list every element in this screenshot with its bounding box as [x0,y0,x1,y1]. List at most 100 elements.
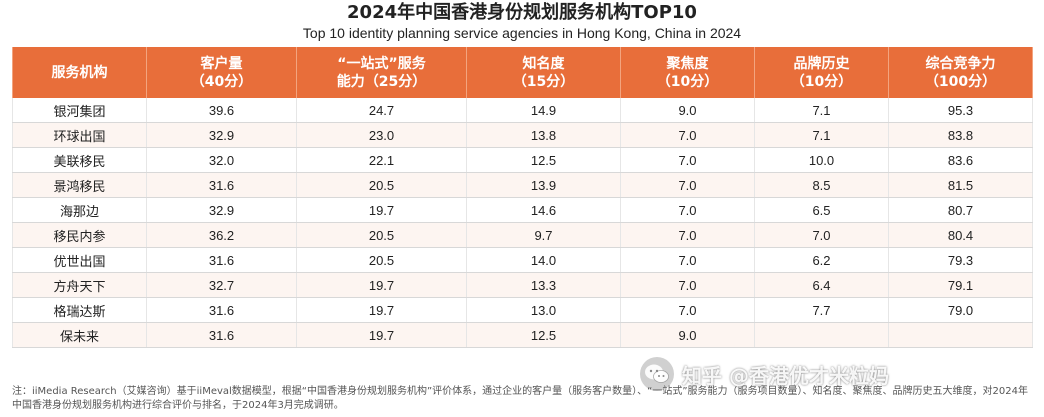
score-cell: 7.0 [620,247,755,273]
score-cell: 80.7 [888,197,1033,223]
column-header-subtitle: 能力（25分） [336,73,427,90]
table-row: 环球出国 32.9 23.0 13.8 7.0 7.1 83.8 [12,122,1033,148]
score-cell: 13.8 [466,122,621,148]
score-cell: 9.7 [466,222,621,248]
table-row: 银河集团 39.6 24.7 14.9 9.0 7.1 95.3 [12,98,1033,123]
score-cell: 79.1 [888,272,1033,298]
agency-name-cell: 景鸿移民 [12,172,147,198]
score-cell: 95.3 [888,98,1033,123]
agency-name-cell: 美联移民 [12,147,147,173]
score-cell: 7.0 [620,147,755,173]
score-cell: 7.1 [754,122,889,148]
column-header-subtitle: （10分） [790,73,853,90]
chart-subtitle: Top 10 identity planning service agencie… [302,25,742,41]
column-header-title: 服务机构 [51,64,108,81]
score-cell: 14.9 [466,98,621,123]
table-row: 优世出国 31.6 20.5 14.0 7.0 6.2 79.3 [12,247,1033,273]
score-cell: 7.0 [620,272,755,298]
score-cell: 20.5 [296,172,467,198]
score-cell: 31.6 [146,297,297,323]
score-cell: 81.5 [888,172,1033,198]
score-cell: 12.5 [466,322,621,348]
column-header-title: 聚焦度 [666,55,709,72]
column-header-title: 客户量 [200,55,243,72]
score-cell: 19.7 [296,322,467,348]
watermark: 知乎 @香港优才米粒妈 [640,357,889,391]
agency-name-cell: 移民内参 [12,222,147,248]
score-cell: 83.8 [888,122,1033,148]
score-cell [754,322,889,348]
score-cell: 6.5 [754,197,889,223]
score-cell: 14.0 [466,247,621,273]
score-cell: 31.6 [146,322,297,348]
ranking-table: 服务机构 客户量 （40分） “一站式”服务 能力（25分） 知名度 （15分） 聚焦度 （10… [12,47,1033,348]
agency-name-cell: 优世出国 [12,247,147,273]
score-cell: 39.6 [146,98,297,123]
score-cell: 7.0 [620,197,755,223]
table-row: 方舟天下 32.7 19.7 13.3 7.0 6.4 79.1 [12,272,1033,298]
table-row: 景鸿移民 31.6 20.5 13.9 7.0 8.5 81.5 [12,172,1033,198]
score-cell: 7.1 [754,98,889,123]
table-row: 移民内参 36.2 20.5 9.7 7.0 7.0 80.4 [12,222,1033,248]
column-header: “一站式”服务 能力（25分） [296,47,467,98]
score-cell [888,322,1033,348]
score-cell: 7.0 [754,222,889,248]
score-cell: 9.0 [620,322,755,348]
score-cell: 7.7 [754,297,889,323]
wechat-icon [640,357,674,391]
score-cell: 19.7 [296,197,467,223]
score-cell: 6.2 [754,247,889,273]
watermark-text: 知乎 @香港优才米粒妈 [682,363,889,388]
column-header: 客户量 （40分） [146,47,297,98]
score-cell: 8.5 [754,172,889,198]
score-cell: 10.0 [754,147,889,173]
score-cell: 22.1 [296,147,467,173]
score-cell: 36.2 [146,222,297,248]
agency-name-cell: 格瑞达斯 [12,297,147,323]
table-row: 海那边 32.9 19.7 14.6 7.0 6.5 80.7 [12,197,1033,223]
agency-name-cell: 环球出国 [12,122,147,148]
score-cell: 83.6 [888,147,1033,173]
table-row: 格瑞达斯 31.6 19.7 13.0 7.0 7.7 79.0 [12,297,1033,323]
table-body: 银河集团 39.6 24.7 14.9 9.0 7.1 95.3 环球出国 32.9 23.0 13… [12,98,1033,348]
score-cell: 80.4 [888,222,1033,248]
score-cell: 7.0 [620,297,755,323]
score-cell: 31.6 [146,172,297,198]
column-header-subtitle: （15分） [512,73,575,90]
column-header: 聚焦度 （10分） [620,47,755,98]
score-cell: 13.0 [466,297,621,323]
score-cell: 32.9 [146,197,297,223]
score-cell: 13.3 [466,272,621,298]
table-header-row: 服务机构 客户量 （40分） “一站式”服务 能力（25分） 知名度 （15分） 聚焦度 （10… [12,47,1033,98]
chart-title: 2024年中国香港身份规划服务机构TOP10 [347,2,697,23]
column-header-title: “一站式”服务 [337,55,426,72]
agency-name-cell: 银河集团 [12,98,147,123]
score-cell: 7.0 [620,172,755,198]
column-header-subtitle: （10分） [656,73,719,90]
footnote: 注：iiMedia Research（艾媒咨询）基于iiMeval数据模型，根据… [12,386,1028,411]
score-cell: 23.0 [296,122,467,148]
column-header: 知名度 （15分） [466,47,621,98]
score-cell: 79.3 [888,247,1033,273]
score-cell: 32.9 [146,122,297,148]
column-header-title: 知名度 [522,55,565,72]
score-cell: 6.4 [754,272,889,298]
column-header-title: 品牌历史 [793,55,850,72]
score-cell: 7.0 [620,122,755,148]
agency-name-cell: 方舟天下 [12,272,147,298]
score-cell: 20.5 [296,222,467,248]
table-row: 保未来 31.6 19.7 12.5 9.0 [12,322,1033,348]
score-cell: 79.0 [888,297,1033,323]
score-cell: 32.7 [146,272,297,298]
score-cell: 20.5 [296,247,467,273]
score-cell: 14.6 [466,197,621,223]
score-cell: 19.7 [296,297,467,323]
score-cell: 9.0 [620,98,755,123]
score-cell: 31.6 [146,247,297,273]
score-cell: 12.5 [466,147,621,173]
agency-name-cell: 海那边 [12,197,147,223]
column-header: 综合竞争力 （100分） [888,47,1033,98]
column-header-title: 综合竞争力 [925,55,996,72]
column-header-subtitle: （40分） [190,73,253,90]
score-cell: 7.0 [620,222,755,248]
